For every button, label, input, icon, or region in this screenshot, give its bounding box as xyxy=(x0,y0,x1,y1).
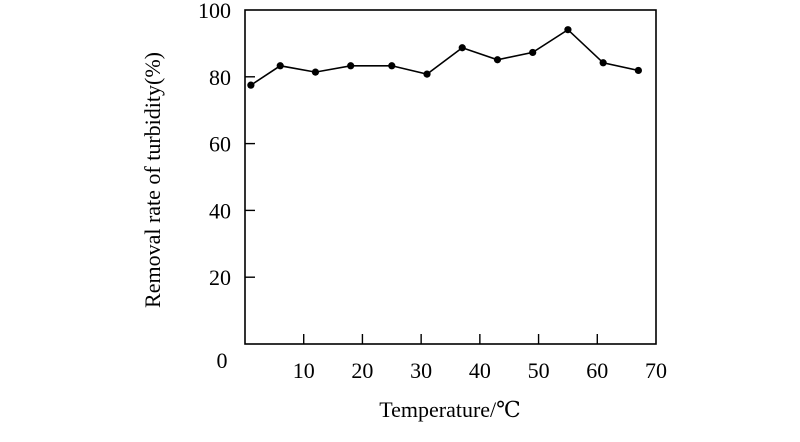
x-axis-label: Temperature/℃ xyxy=(379,397,521,422)
x-tick-label: 10 xyxy=(293,358,315,383)
data-point xyxy=(276,62,284,70)
x-tick-label: 20 xyxy=(351,358,373,383)
origin-label: 0 xyxy=(217,348,228,373)
data-point xyxy=(564,26,572,34)
data-point xyxy=(493,56,502,64)
y-axis-label: Removal rate of turbidity(%) xyxy=(140,52,165,308)
series-line xyxy=(250,28,639,86)
data-point xyxy=(388,62,396,70)
data-point xyxy=(423,70,431,78)
data-point xyxy=(634,66,642,75)
data-point xyxy=(347,62,355,70)
data-point xyxy=(529,48,537,57)
x-tick-label: 40 xyxy=(469,358,491,383)
x-tick-label: 60 xyxy=(586,358,608,383)
data-point xyxy=(599,59,607,67)
y-tick-label: 100 xyxy=(198,0,231,23)
plot-frame xyxy=(244,9,657,345)
x-tick-label: 50 xyxy=(528,358,550,383)
data-point xyxy=(311,68,320,76)
data-point xyxy=(247,81,255,89)
data-point xyxy=(458,44,466,52)
y-tick-label: 80 xyxy=(209,65,231,90)
x-tick-label: 70 xyxy=(645,358,667,383)
y-tick-label: 40 xyxy=(209,198,231,223)
y-tick-label: 20 xyxy=(209,265,231,290)
x-tick-label: 30 xyxy=(410,358,432,383)
y-tick-label: 60 xyxy=(209,132,231,157)
